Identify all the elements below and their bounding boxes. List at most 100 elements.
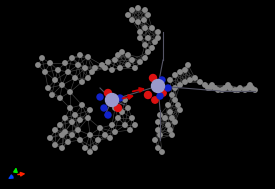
Circle shape <box>78 118 82 122</box>
Circle shape <box>138 30 142 34</box>
Circle shape <box>78 53 82 57</box>
Circle shape <box>126 106 130 110</box>
Circle shape <box>113 58 117 62</box>
Circle shape <box>159 77 165 83</box>
Circle shape <box>253 88 257 92</box>
Circle shape <box>183 80 187 84</box>
Circle shape <box>213 86 217 90</box>
Circle shape <box>150 46 154 50</box>
Circle shape <box>120 50 124 54</box>
Circle shape <box>126 13 130 17</box>
Circle shape <box>86 76 90 80</box>
Circle shape <box>198 80 202 84</box>
Circle shape <box>106 60 110 64</box>
Circle shape <box>53 143 57 147</box>
Circle shape <box>208 86 212 90</box>
Circle shape <box>70 56 74 60</box>
Circle shape <box>60 83 64 87</box>
Circle shape <box>48 136 52 140</box>
Circle shape <box>138 60 142 64</box>
Circle shape <box>178 83 182 87</box>
Circle shape <box>93 146 97 150</box>
Circle shape <box>116 116 120 120</box>
Circle shape <box>130 58 134 62</box>
Circle shape <box>226 83 230 87</box>
Circle shape <box>146 36 150 40</box>
Circle shape <box>152 97 158 103</box>
Circle shape <box>156 36 160 40</box>
Circle shape <box>173 98 177 102</box>
Circle shape <box>156 120 160 124</box>
Circle shape <box>150 26 154 30</box>
Circle shape <box>88 108 92 112</box>
Circle shape <box>56 68 60 72</box>
Circle shape <box>146 13 150 17</box>
Circle shape <box>168 110 172 114</box>
Circle shape <box>97 94 103 100</box>
Circle shape <box>142 18 146 22</box>
Circle shape <box>73 76 77 80</box>
Circle shape <box>220 88 224 92</box>
Circle shape <box>86 116 90 120</box>
Circle shape <box>116 53 120 57</box>
Circle shape <box>76 63 80 67</box>
Circle shape <box>76 128 80 132</box>
Circle shape <box>156 128 160 132</box>
Circle shape <box>120 110 124 114</box>
Circle shape <box>166 103 170 107</box>
Circle shape <box>158 133 162 137</box>
Circle shape <box>108 136 112 140</box>
Circle shape <box>58 123 62 127</box>
Circle shape <box>246 86 250 90</box>
Circle shape <box>165 85 171 91</box>
Circle shape <box>158 113 162 117</box>
Circle shape <box>88 150 92 154</box>
Circle shape <box>168 128 172 132</box>
Circle shape <box>123 123 127 127</box>
Circle shape <box>250 86 254 90</box>
Circle shape <box>170 133 174 137</box>
Circle shape <box>138 36 142 40</box>
Circle shape <box>46 86 50 90</box>
Circle shape <box>176 103 180 107</box>
Circle shape <box>178 108 182 112</box>
Circle shape <box>160 150 164 154</box>
Circle shape <box>88 133 92 137</box>
Circle shape <box>143 56 147 60</box>
Circle shape <box>106 94 119 106</box>
Circle shape <box>114 105 122 112</box>
Circle shape <box>83 146 87 150</box>
Circle shape <box>173 73 177 77</box>
Circle shape <box>80 80 84 84</box>
Circle shape <box>146 50 150 54</box>
Circle shape <box>86 55 90 59</box>
Circle shape <box>53 78 57 82</box>
Circle shape <box>117 95 123 101</box>
Circle shape <box>68 90 72 94</box>
Circle shape <box>40 56 44 60</box>
Circle shape <box>101 105 107 111</box>
Circle shape <box>130 8 134 12</box>
Circle shape <box>157 93 163 99</box>
Circle shape <box>103 133 107 137</box>
Circle shape <box>128 128 132 132</box>
Circle shape <box>96 138 100 142</box>
Circle shape <box>144 91 152 98</box>
Circle shape <box>43 70 47 74</box>
Circle shape <box>143 8 147 12</box>
Circle shape <box>66 140 70 144</box>
Circle shape <box>70 133 74 137</box>
Circle shape <box>130 116 134 120</box>
Circle shape <box>66 70 70 74</box>
Circle shape <box>70 120 74 124</box>
Circle shape <box>58 96 62 100</box>
Circle shape <box>186 63 190 67</box>
Circle shape <box>53 128 57 132</box>
Circle shape <box>80 103 84 107</box>
Circle shape <box>188 78 192 82</box>
Circle shape <box>228 86 232 90</box>
Circle shape <box>233 88 237 92</box>
Circle shape <box>78 138 82 142</box>
Circle shape <box>36 63 40 67</box>
Circle shape <box>143 43 147 47</box>
